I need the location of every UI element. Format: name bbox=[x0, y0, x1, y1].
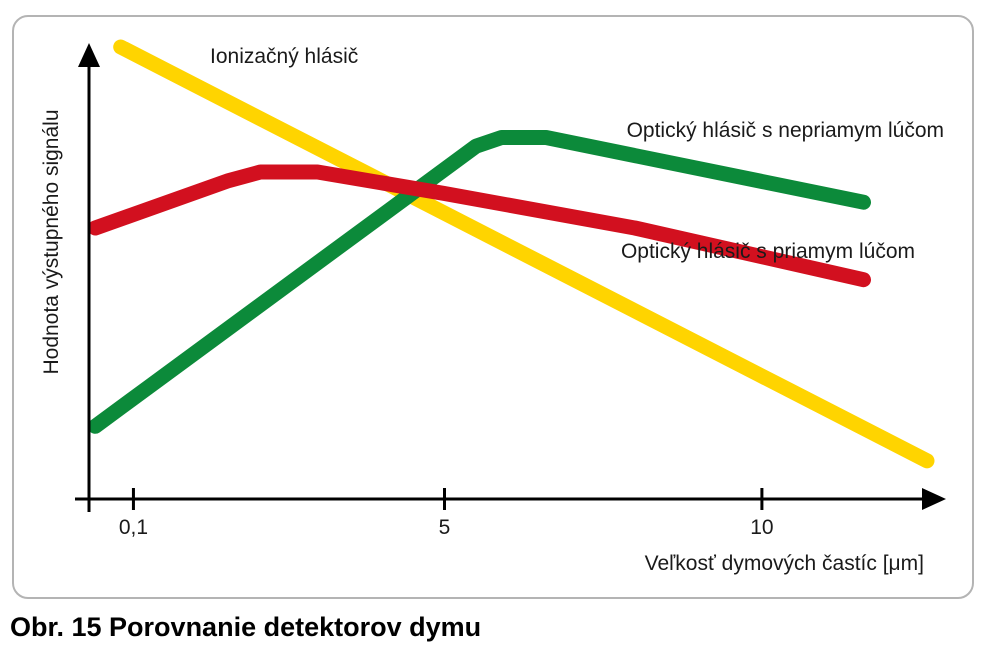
series-label-ionizacny-hlasic: Ionizačný hlásič bbox=[210, 45, 358, 68]
series-label-opticky-hlasic-s-nepriamym-lucom: Optický hlásič s nepriamym lúčom bbox=[627, 119, 944, 142]
x-tick-label: 5 bbox=[439, 516, 451, 539]
x-ticks: 0,1 5 10 bbox=[119, 488, 774, 539]
y-axis-label: Hodnota výstupného signálu bbox=[40, 109, 63, 374]
figure-caption: Obr. 15 Porovnanie detektorov dymu bbox=[10, 612, 482, 642]
x-axis-arrow bbox=[922, 488, 946, 510]
x-axis-label: Veľkosť dymových častíc [μm] bbox=[645, 552, 924, 575]
series-line-opticky-hlasic-s-priamym-lucom bbox=[87, 164, 871, 288]
chart-frame bbox=[12, 15, 974, 599]
series-line-opticky-hlasic-s-nepriamym-lucom bbox=[87, 130, 871, 434]
series-label-opticky-hlasic-s-priamym-lucom: Optický hlásič s priamym lúčom bbox=[621, 240, 915, 263]
axes bbox=[75, 43, 946, 512]
series-line-ionizacny-hlasic bbox=[113, 39, 935, 469]
series-layer bbox=[87, 39, 935, 469]
y-axis-arrow bbox=[78, 43, 100, 67]
series-labels: Ionizačný hlásič Optický hlásič s nepriam… bbox=[210, 45, 944, 263]
x-tick-label: 10 bbox=[750, 516, 773, 539]
chart: 0,1 5 10 Ionizačný hlásič Optický hlásič s … bbox=[40, 39, 946, 575]
x-tick-label: 0,1 bbox=[119, 516, 148, 539]
